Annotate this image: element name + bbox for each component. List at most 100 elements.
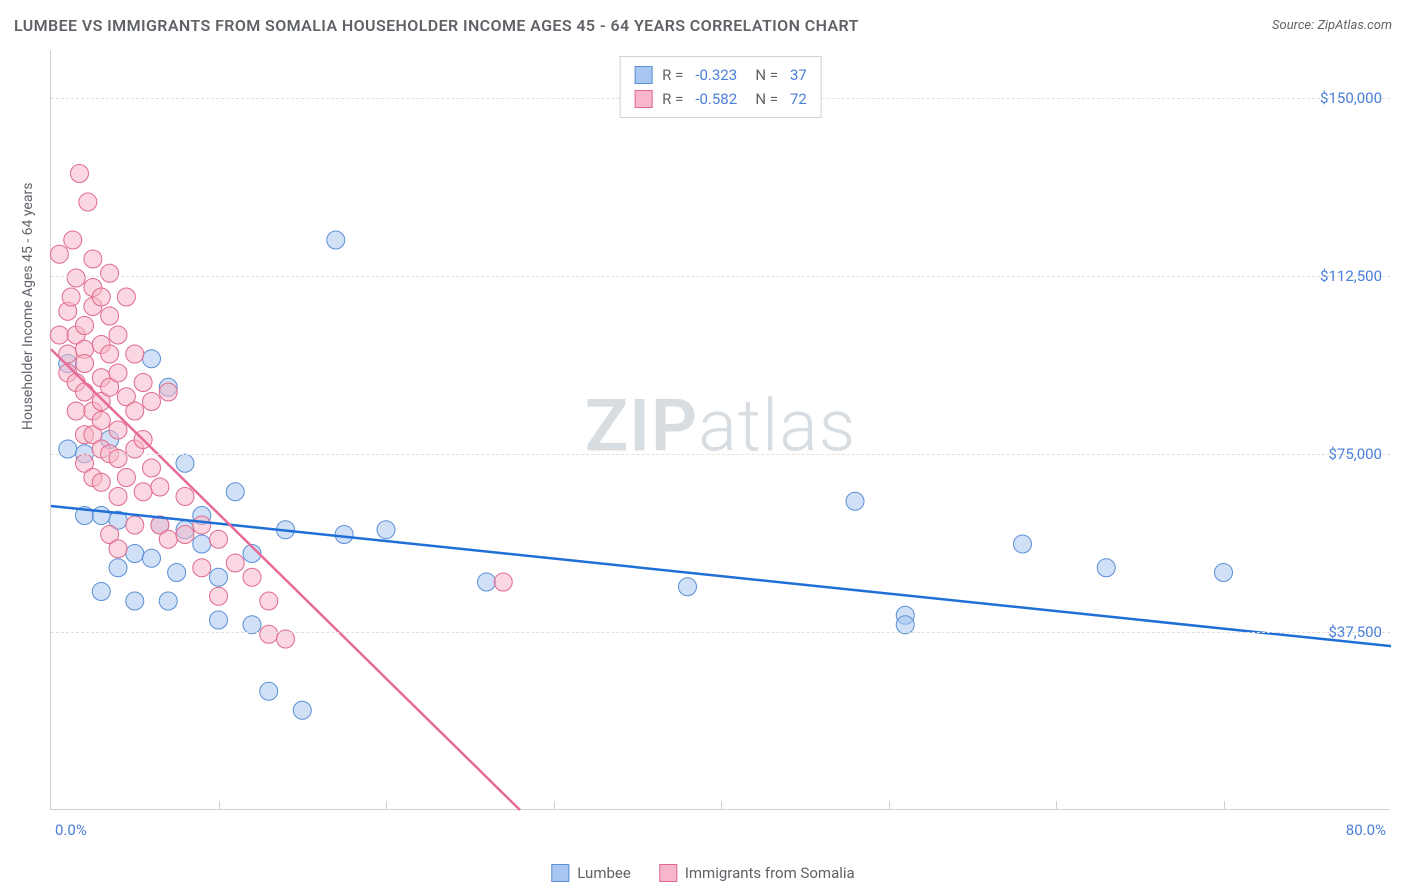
data-point-lumbee xyxy=(168,564,186,582)
data-point-somalia xyxy=(67,402,85,420)
data-point-somalia xyxy=(101,345,119,363)
data-point-somalia xyxy=(109,421,127,439)
data-point-somalia xyxy=(193,559,211,577)
data-point-lumbee xyxy=(679,578,697,596)
data-point-somalia xyxy=(260,625,278,643)
x-tick xyxy=(554,801,555,809)
data-point-lumbee xyxy=(327,231,345,249)
legend-swatch-lumbee xyxy=(551,864,569,882)
data-point-lumbee xyxy=(59,440,77,458)
legend-bottom: Lumbee Immigrants from Somalia xyxy=(551,864,854,882)
data-point-somalia xyxy=(109,450,127,468)
data-point-somalia xyxy=(109,364,127,382)
legend-swatch-somalia xyxy=(659,864,677,882)
legend-label-lumbee: Lumbee xyxy=(577,864,631,882)
x-axis-max-label: 80.0% xyxy=(1346,821,1386,839)
chart-title: LUMBEE VS IMMIGRANTS FROM SOMALIA HOUSEH… xyxy=(14,16,859,35)
data-point-somalia xyxy=(92,412,110,430)
data-point-lumbee xyxy=(210,611,228,629)
data-point-lumbee xyxy=(335,526,353,544)
data-point-lumbee xyxy=(193,535,211,553)
data-point-lumbee xyxy=(293,701,311,719)
y-tick-label: $75,000 xyxy=(1328,445,1382,463)
data-point-somalia xyxy=(109,488,127,506)
stat-r-somalia: -0.582 xyxy=(695,87,745,111)
chart-header: LUMBEE VS IMMIGRANTS FROM SOMALIA HOUSEH… xyxy=(14,16,1392,35)
data-point-lumbee xyxy=(143,549,161,567)
scatter-svg xyxy=(51,50,1390,809)
x-tick xyxy=(386,801,387,809)
data-point-somalia xyxy=(151,478,169,496)
stat-n-somalia: 72 xyxy=(790,87,807,111)
stat-n-lumbee: 37 xyxy=(790,63,807,87)
data-point-lumbee xyxy=(126,545,144,563)
data-point-somalia xyxy=(159,530,177,548)
data-point-somalia xyxy=(101,264,119,282)
data-point-somalia xyxy=(143,459,161,477)
data-point-somalia xyxy=(226,554,244,572)
x-tick xyxy=(721,801,722,809)
data-point-somalia xyxy=(176,488,194,506)
x-tick xyxy=(1056,801,1057,809)
x-tick xyxy=(889,801,890,809)
legend-item-lumbee: Lumbee xyxy=(551,864,631,882)
data-point-somalia xyxy=(64,231,82,249)
data-point-somalia xyxy=(117,288,135,306)
data-point-somalia xyxy=(76,355,94,373)
data-point-lumbee xyxy=(1097,559,1115,577)
data-point-somalia xyxy=(243,568,261,586)
data-point-lumbee xyxy=(846,492,864,510)
data-point-somalia xyxy=(126,516,144,534)
data-point-lumbee xyxy=(1014,535,1032,553)
data-point-lumbee xyxy=(210,568,228,586)
data-point-lumbee xyxy=(126,592,144,610)
data-point-somalia xyxy=(176,526,194,544)
x-tick xyxy=(1224,801,1225,809)
data-point-somalia xyxy=(50,326,68,344)
data-point-somalia xyxy=(126,345,144,363)
data-point-lumbee xyxy=(159,592,177,610)
data-point-somalia xyxy=(109,540,127,558)
legend-label-somalia: Immigrants from Somalia xyxy=(685,864,855,882)
y-axis-label: Householder Income Ages 45 - 64 years xyxy=(20,183,36,430)
data-point-somalia xyxy=(134,374,152,392)
gridline xyxy=(51,454,1390,455)
data-point-somalia xyxy=(92,288,110,306)
data-point-lumbee xyxy=(143,350,161,368)
data-point-somalia xyxy=(210,530,228,548)
data-point-somalia xyxy=(143,393,161,411)
data-point-lumbee xyxy=(260,682,278,700)
trend-line-somalia xyxy=(51,349,520,810)
data-point-somalia xyxy=(126,402,144,420)
gridline xyxy=(51,276,1390,277)
data-point-lumbee xyxy=(109,559,127,577)
chart-plot-area: ZIPatlas $37,500$75,000$112,500$150,000 … xyxy=(50,50,1390,810)
data-point-somalia xyxy=(76,383,94,401)
data-point-somalia xyxy=(50,245,68,263)
x-tick xyxy=(219,801,220,809)
data-point-somalia xyxy=(79,193,97,211)
y-tick-label: $37,500 xyxy=(1328,623,1382,641)
legend-item-somalia: Immigrants from Somalia xyxy=(659,864,855,882)
data-point-lumbee xyxy=(377,521,395,539)
x-axis-min-label: 0.0% xyxy=(55,821,87,839)
data-point-somalia xyxy=(210,587,228,605)
stat-r-lumbee: -0.323 xyxy=(695,63,745,87)
data-point-lumbee xyxy=(92,507,110,525)
data-point-somalia xyxy=(84,250,102,268)
swatch-lumbee xyxy=(634,66,652,84)
data-point-somalia xyxy=(92,473,110,491)
data-point-somalia xyxy=(62,288,80,306)
data-point-lumbee xyxy=(1215,564,1233,582)
data-point-lumbee xyxy=(478,573,496,591)
data-point-somalia xyxy=(67,269,85,287)
stats-row-somalia: R = -0.582 N = 72 xyxy=(634,87,807,111)
y-tick-label: $112,500 xyxy=(1320,267,1382,285)
data-point-lumbee xyxy=(176,454,194,472)
data-point-somalia xyxy=(260,592,278,610)
correlation-stats-box: R = -0.323 N = 37 R = -0.582 N = 72 xyxy=(619,56,822,118)
data-point-somalia xyxy=(76,317,94,335)
data-point-somalia xyxy=(117,469,135,487)
stats-row-lumbee: R = -0.323 N = 37 xyxy=(634,63,807,87)
data-point-somalia xyxy=(109,326,127,344)
